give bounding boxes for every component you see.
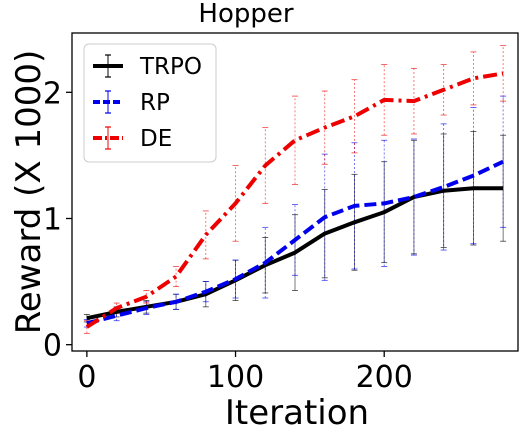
legend-label: TRPO bbox=[139, 54, 202, 80]
series-line bbox=[86, 159, 504, 326]
x-tick-label: 200 bbox=[356, 360, 413, 395]
y-axis-label: Reward (X 1000) bbox=[9, 50, 49, 335]
x-tick-label: 100 bbox=[207, 360, 264, 395]
plot-area bbox=[71, 32, 519, 352]
legend: TRPO RP DE bbox=[83, 43, 217, 163]
x-tick-label: 0 bbox=[77, 360, 96, 395]
y-tick-label: 1 bbox=[43, 203, 62, 238]
legend-label: DE bbox=[140, 126, 172, 152]
chart-title: Hopper bbox=[198, 0, 293, 29]
axis-ticks: 0 100 200 0 1 2 bbox=[43, 76, 413, 395]
legend-label: RP bbox=[140, 90, 170, 116]
y-tick-label: 0 bbox=[43, 329, 62, 364]
y-tick-label: 2 bbox=[43, 76, 62, 111]
legend-frame bbox=[83, 43, 217, 163]
series-line bbox=[86, 186, 504, 321]
x-axis-label: Iteration bbox=[225, 393, 369, 431]
series-lines bbox=[85, 71, 504, 329]
series-line bbox=[85, 71, 504, 329]
